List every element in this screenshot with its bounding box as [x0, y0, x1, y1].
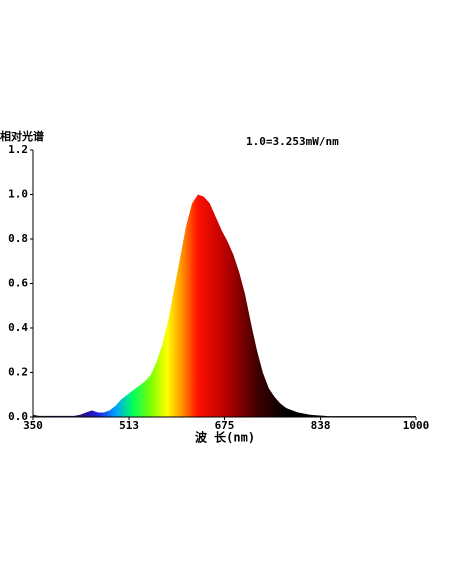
- y-tick-label: 1.2: [8, 143, 28, 156]
- x-axis-label: 波 长(nm): [195, 430, 255, 445]
- y-tick-label: 0.0: [8, 410, 28, 423]
- x-tick-label: 513: [119, 419, 139, 432]
- x-tick-label: 1000: [403, 419, 430, 432]
- y-tick-label: 0.6: [8, 277, 28, 290]
- y-tick-label: 0.2: [8, 366, 28, 379]
- y-tick-label: 1.0: [8, 188, 28, 201]
- spectrum-area: [33, 194, 416, 417]
- y-tick-label: 0.4: [8, 321, 28, 334]
- chart-title: 相对光谱: [0, 129, 44, 143]
- y-tick-label: 0.8: [8, 232, 28, 245]
- x-tick-label: 350: [23, 419, 43, 432]
- annotation: 1.0=3.253mW/nm: [246, 135, 339, 148]
- plot-area: [33, 194, 416, 417]
- x-tick-label: 838: [311, 419, 331, 432]
- x-tick-label: 675: [215, 419, 235, 432]
